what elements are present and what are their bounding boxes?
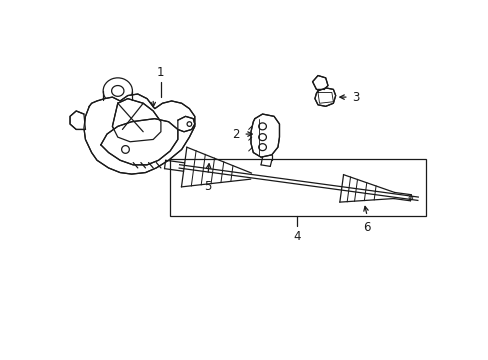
Polygon shape [101, 119, 178, 165]
Text: 3: 3 [352, 91, 359, 104]
Polygon shape [112, 99, 161, 142]
Polygon shape [178, 116, 194, 132]
Polygon shape [312, 76, 327, 89]
Text: 5: 5 [204, 180, 211, 193]
Bar [170, 159, 425, 216]
Polygon shape [250, 114, 279, 157]
Text: 1: 1 [157, 66, 164, 80]
Text: 2: 2 [231, 127, 239, 140]
Text: 4: 4 [293, 230, 300, 243]
Polygon shape [314, 88, 335, 106]
Polygon shape [70, 111, 85, 130]
Polygon shape [84, 94, 194, 174]
Text: 6: 6 [363, 221, 370, 234]
